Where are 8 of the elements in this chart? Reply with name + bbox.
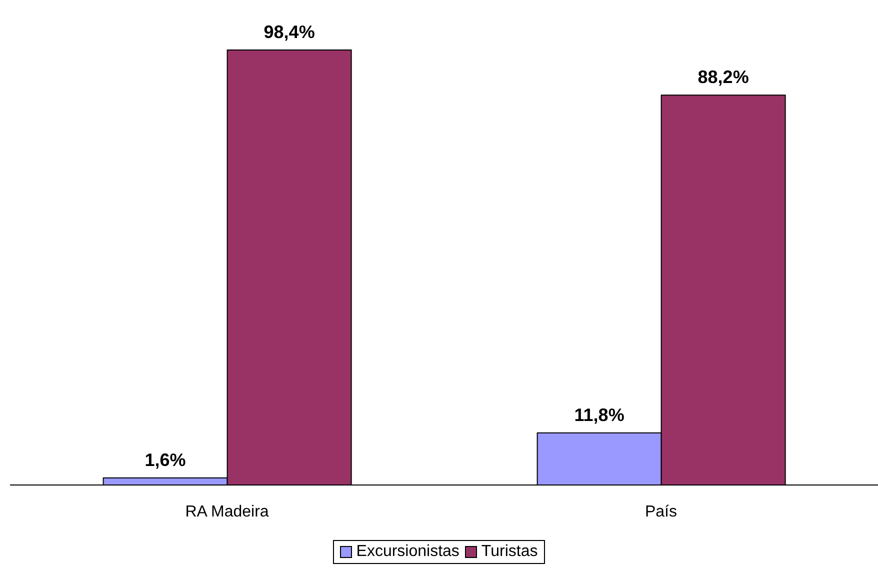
legend-label: Turistas xyxy=(480,543,538,561)
data-label: 88,2% xyxy=(698,67,749,88)
data-label: 1,6% xyxy=(144,450,186,470)
x-tick-label: País xyxy=(644,503,678,520)
legend-label: Excursionistas xyxy=(355,543,460,561)
data-label: 11,8% xyxy=(574,404,624,425)
x-tick-label: RA Madeira xyxy=(185,503,269,520)
data-label: 98,4% xyxy=(264,22,315,42)
